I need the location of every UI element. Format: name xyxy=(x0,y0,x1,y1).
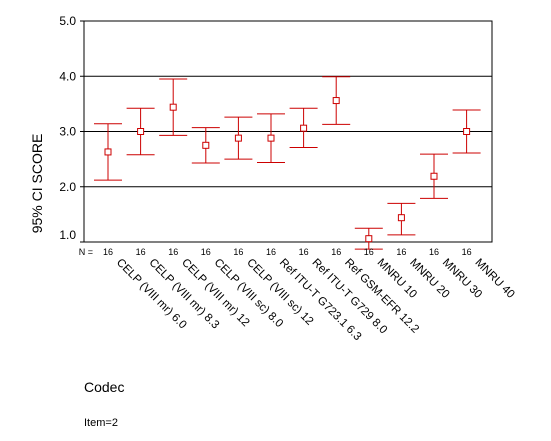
error-bar xyxy=(322,76,351,125)
mean-marker xyxy=(169,103,177,111)
error-bar xyxy=(387,202,416,236)
y-tick-label: 5.0 xyxy=(59,14,76,28)
y-axis: 1.0 2.0 3.0 4.0 5.0 xyxy=(59,14,84,243)
mean-marker xyxy=(365,235,373,243)
y-tick-label: 4.0 xyxy=(59,69,76,83)
mean-marker xyxy=(300,124,308,132)
error-bar xyxy=(452,109,481,154)
mean-marker xyxy=(430,172,438,180)
error-bar xyxy=(289,107,318,149)
y-tick-label: 2.0 xyxy=(59,180,76,194)
mean-marker xyxy=(267,134,275,142)
error-bar xyxy=(126,107,155,156)
error-bar xyxy=(257,113,285,163)
error-bar xyxy=(354,227,383,250)
mean-marker xyxy=(202,141,210,149)
n-value: 16 xyxy=(168,247,178,257)
error-bars xyxy=(94,76,481,250)
n-value: 16 xyxy=(331,247,341,257)
mean-marker xyxy=(137,128,145,135)
mean-marker xyxy=(104,148,112,156)
n-value: 16 xyxy=(266,247,276,257)
mean-marker xyxy=(463,128,471,135)
error-bar xyxy=(159,78,188,136)
mean-marker xyxy=(234,134,242,142)
y-axis-label: 95% CI SCORE xyxy=(29,134,45,234)
n-value: 16 xyxy=(396,247,406,257)
y-tick-label: 3.0 xyxy=(59,125,76,139)
error-bar xyxy=(420,153,448,199)
gridlines xyxy=(84,75,492,188)
n-value: 16 xyxy=(103,247,113,257)
n-value: 16 xyxy=(299,247,309,257)
n-values: 16 16 16 16 16 16 16 16 16 16 16 16 xyxy=(103,247,472,257)
n-value: 16 xyxy=(136,247,146,257)
item-note: Item=2 xyxy=(84,417,118,429)
error-bar xyxy=(191,127,220,164)
x-axis-label: Codec xyxy=(84,379,125,395)
mean-marker xyxy=(397,214,405,222)
mean-marker xyxy=(332,97,340,105)
n-value: 16 xyxy=(429,247,439,257)
error-bar xyxy=(94,123,122,181)
n-value: 16 xyxy=(364,247,374,257)
error-bar xyxy=(224,116,253,160)
n-value: 16 xyxy=(233,247,243,257)
n-label: N = xyxy=(79,247,93,257)
n-value: 16 xyxy=(201,247,211,257)
n-value: 16 xyxy=(462,247,472,257)
y-tick-label: 1.0 xyxy=(59,228,76,242)
